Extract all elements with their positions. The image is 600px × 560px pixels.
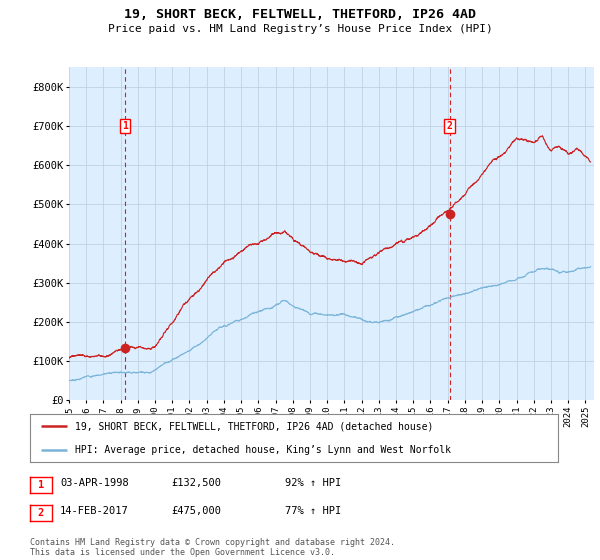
Text: Price paid vs. HM Land Registry’s House Price Index (HPI): Price paid vs. HM Land Registry’s House … [107, 24, 493, 34]
Text: 2: 2 [447, 121, 452, 131]
Text: Contains HM Land Registry data © Crown copyright and database right 2024.
This d: Contains HM Land Registry data © Crown c… [30, 538, 395, 557]
Text: 1: 1 [38, 480, 44, 490]
Text: 14-FEB-2017: 14-FEB-2017 [60, 506, 129, 516]
Text: HPI: Average price, detached house, King’s Lynn and West Norfolk: HPI: Average price, detached house, King… [75, 445, 451, 455]
Text: 2: 2 [38, 508, 44, 518]
Text: £475,000: £475,000 [171, 506, 221, 516]
Text: 1: 1 [122, 121, 128, 131]
Text: 77% ↑ HPI: 77% ↑ HPI [285, 506, 341, 516]
Text: £132,500: £132,500 [171, 478, 221, 488]
Text: 19, SHORT BECK, FELTWELL, THETFORD, IP26 4AD: 19, SHORT BECK, FELTWELL, THETFORD, IP26… [124, 8, 476, 21]
Text: 19, SHORT BECK, FELTWELL, THETFORD, IP26 4AD (detached house): 19, SHORT BECK, FELTWELL, THETFORD, IP26… [75, 421, 433, 431]
Text: 03-APR-1998: 03-APR-1998 [60, 478, 129, 488]
Text: 92% ↑ HPI: 92% ↑ HPI [285, 478, 341, 488]
